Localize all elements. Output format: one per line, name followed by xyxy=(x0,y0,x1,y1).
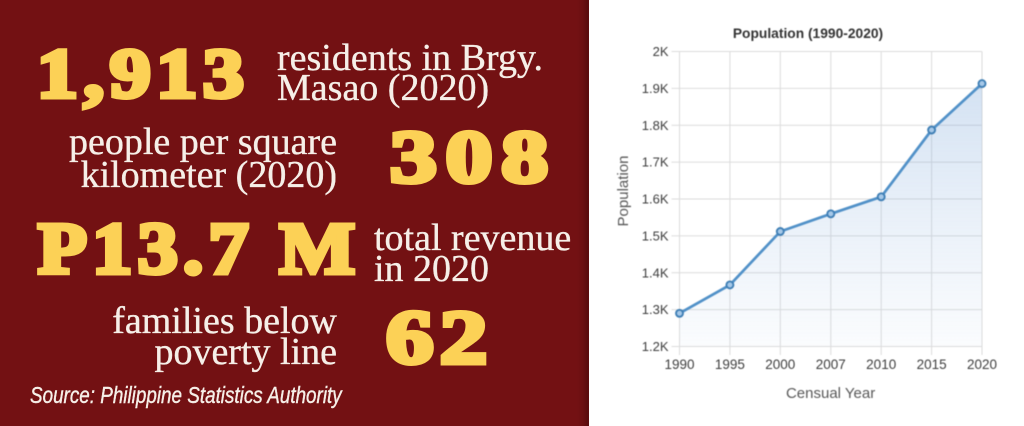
svg-text:2010: 2010 xyxy=(866,357,896,372)
svg-text:1995: 1995 xyxy=(715,357,745,372)
svg-text:1.2K: 1.2K xyxy=(642,339,669,354)
svg-text:2020: 2020 xyxy=(967,357,997,372)
svg-text:2015: 2015 xyxy=(917,357,947,372)
svg-text:2K: 2K xyxy=(653,44,669,59)
svg-text:Censual Year: Censual Year xyxy=(786,385,875,402)
svg-text:1.7K: 1.7K xyxy=(642,155,669,170)
svg-text:Population (1990-2020): Population (1990-2020) xyxy=(733,26,883,41)
svg-text:1.4K: 1.4K xyxy=(642,265,669,280)
svg-text:1.9K: 1.9K xyxy=(642,81,669,96)
svg-text:Population: Population xyxy=(615,156,632,227)
svg-text:1.6K: 1.6K xyxy=(642,192,669,207)
svg-text:2000: 2000 xyxy=(765,357,795,372)
svg-text:1.3K: 1.3K xyxy=(642,302,669,317)
svg-text:2007: 2007 xyxy=(816,357,846,372)
svg-text:1.8K: 1.8K xyxy=(642,118,669,133)
svg-text:1990: 1990 xyxy=(664,357,694,372)
svg-text:1.5K: 1.5K xyxy=(642,228,669,243)
